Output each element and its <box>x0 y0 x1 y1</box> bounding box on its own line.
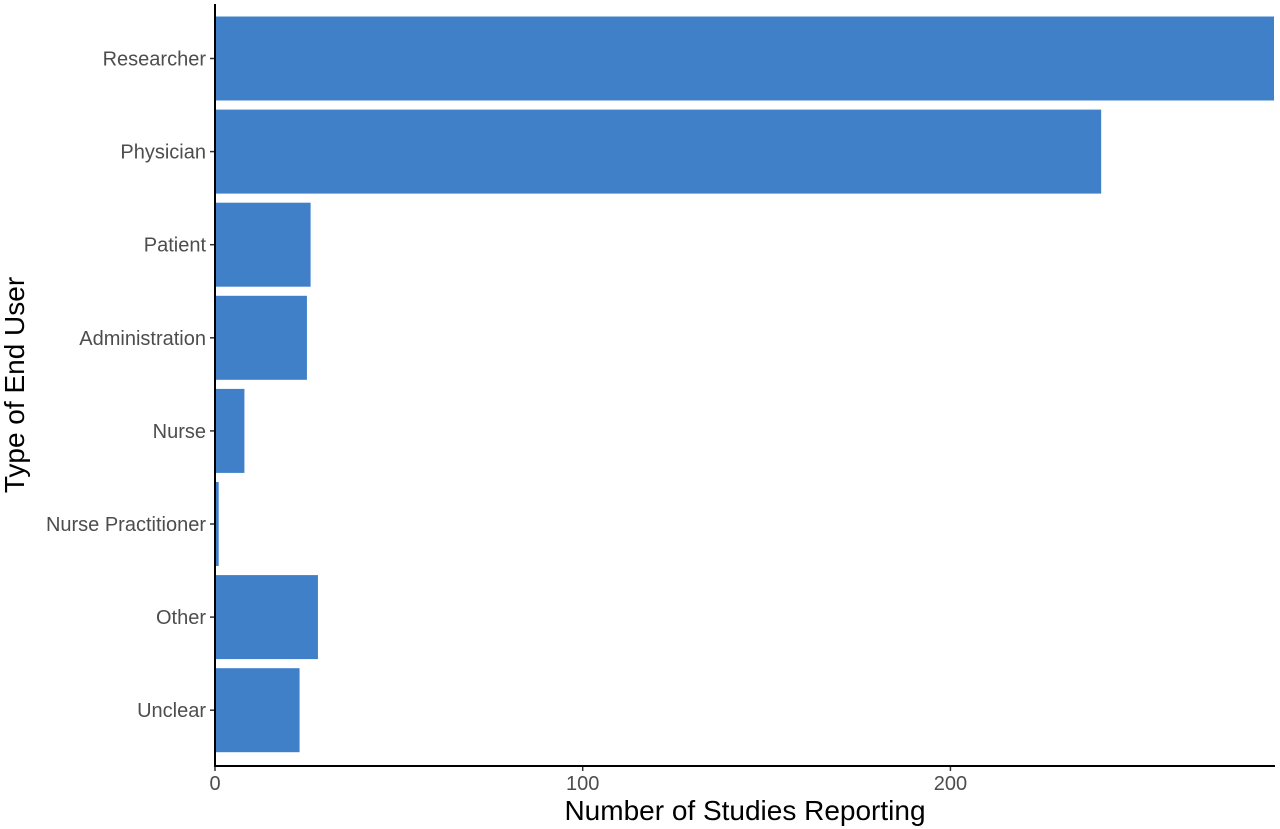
bar-patient <box>215 202 311 287</box>
category-label-physician: Physician <box>120 142 206 164</box>
x-tick-label-200: 200 <box>934 773 967 795</box>
bar-other <box>215 575 318 660</box>
bars-group <box>215 16 1274 753</box>
y-axis-title: Type of End User <box>0 277 30 493</box>
category-label-unclear: Unclear <box>137 700 206 722</box>
category-label-nurse-practitioner: Nurse Practitioner <box>46 514 206 536</box>
bar-nurse <box>215 388 245 473</box>
x-ticks-group: 0 100 200 <box>209 766 967 795</box>
category-label-other: Other <box>156 607 206 629</box>
category-labels-group: Researcher Physician Patient Administration… <box>46 49 207 723</box>
bar-physician <box>215 109 1102 194</box>
x-tick-label-0: 0 <box>209 773 220 795</box>
category-label-patient: Patient <box>144 235 207 257</box>
bar-unclear <box>215 668 300 753</box>
category-label-researcher: Researcher <box>103 49 207 71</box>
x-tick-label-100: 100 <box>566 773 599 795</box>
bar-administration <box>215 295 307 380</box>
category-label-nurse: Nurse <box>153 421 206 443</box>
category-label-administration: Administration <box>79 328 206 350</box>
x-axis-title: Number of Studies Reporting <box>564 795 925 826</box>
bar-researcher <box>215 16 1274 101</box>
bar-nurse-practitioner <box>215 482 219 566</box>
